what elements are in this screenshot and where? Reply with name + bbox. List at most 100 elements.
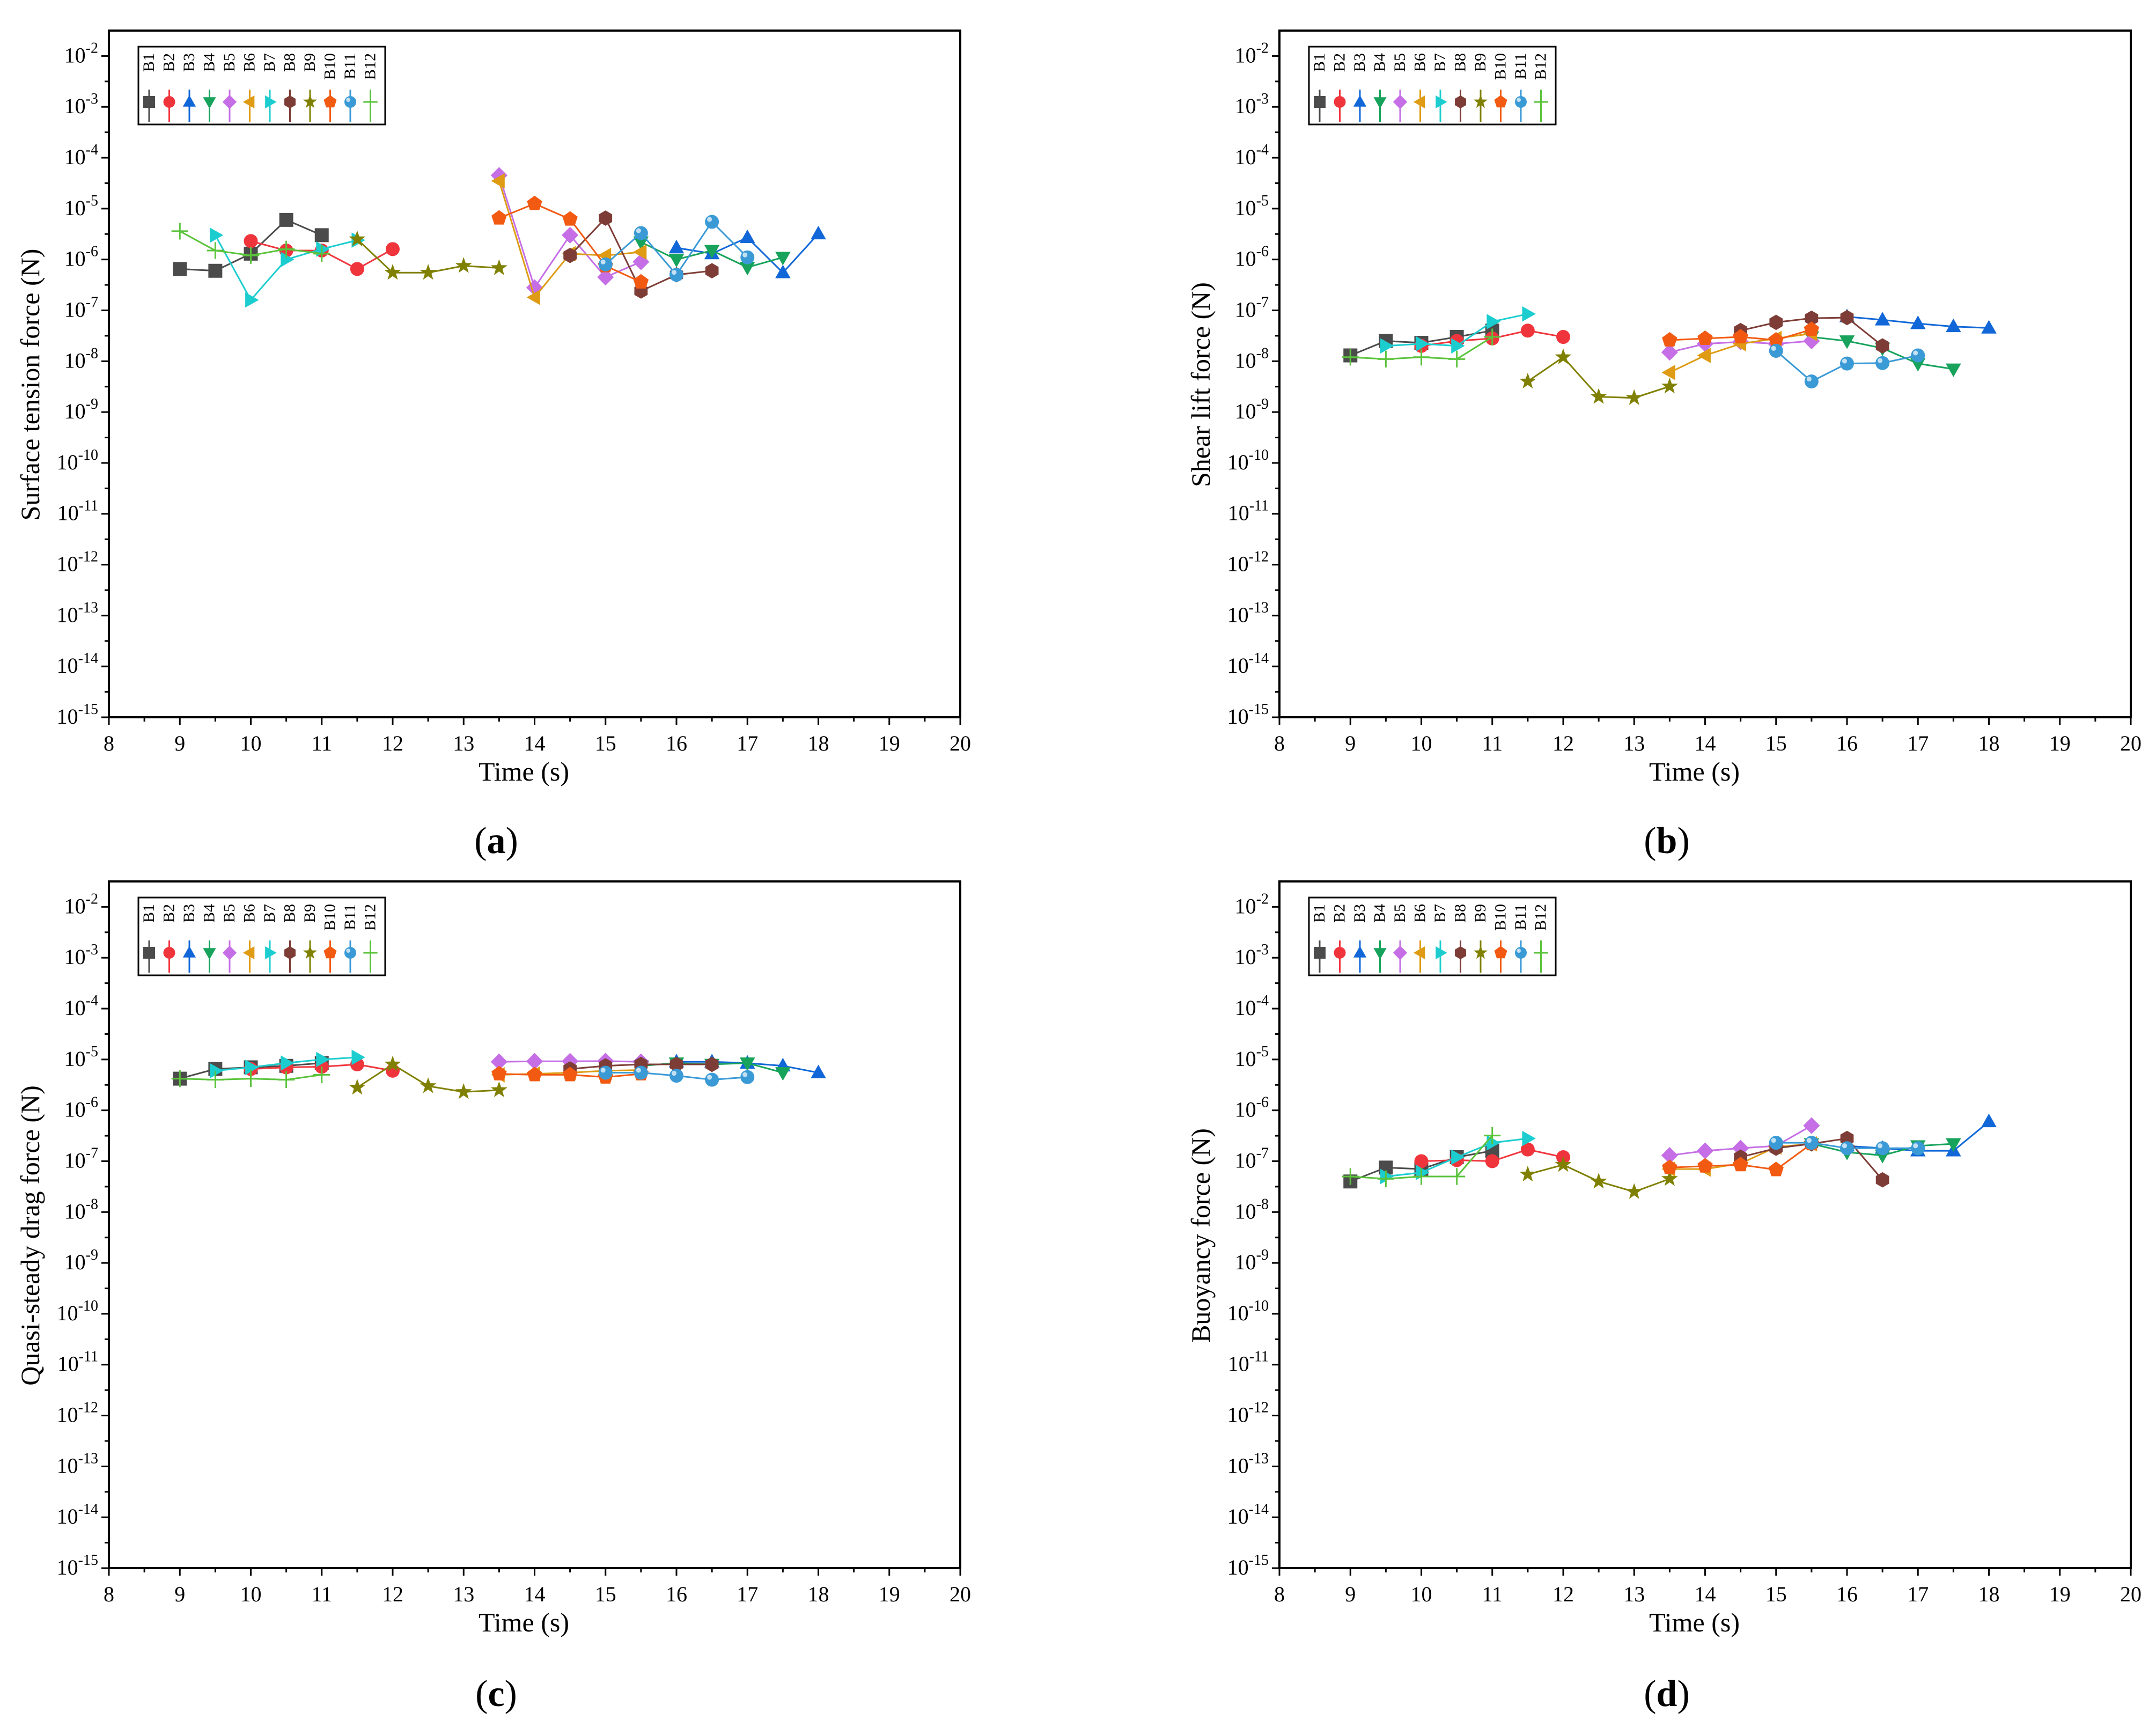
legend-marker-B3	[1353, 95, 1367, 107]
x-tick-label: 15	[1765, 1582, 1787, 1606]
legend-marker-B8	[1455, 95, 1466, 109]
legend-entry-B11: B11	[1512, 904, 1529, 973]
legend-marker-B7	[265, 946, 277, 960]
legend-entry-B10: B10	[1492, 53, 1510, 122]
legend-marker-B11	[344, 947, 356, 959]
data-point-B2	[1556, 330, 1570, 344]
data-point-B8	[705, 263, 719, 279]
legend: B1 B2 B3 B4 B5 B6 B7 B8 B9 B10 B11 B12	[137, 46, 386, 126]
legend-entry-B2: B2	[160, 904, 178, 973]
legend-label: B7	[1431, 904, 1449, 923]
data-point-B5	[490, 1053, 507, 1070]
x-axis-label: Time (s)	[479, 756, 569, 786]
y-tick-label: 10-9	[1235, 396, 1269, 423]
legend-label: B5	[1391, 53, 1409, 72]
legend-marker-B7	[1436, 946, 1447, 960]
data-point-B12	[313, 245, 330, 262]
legend-label: B8	[1452, 53, 1469, 72]
series-B9	[1519, 1156, 1678, 1199]
data-point-B7	[1522, 1130, 1536, 1146]
data-point-B9	[384, 1055, 401, 1072]
data-point-B10	[527, 1067, 542, 1082]
data-point-B7	[281, 1055, 295, 1071]
data-point-B12	[207, 242, 224, 259]
x-tick-label: 13	[1623, 731, 1645, 755]
data-point-B4	[739, 261, 755, 276]
legend-marker-B5	[222, 94, 237, 109]
legend-label: B1	[140, 53, 158, 72]
legend-entry-B5: B5	[220, 53, 238, 122]
x-tick-label: 14	[524, 1582, 546, 1606]
y-axis-label: Shear lift force (N)	[1186, 282, 1216, 487]
legend-entry-B12: B12	[362, 53, 379, 122]
legend-marker-B1	[1314, 947, 1326, 959]
data-point-B11	[1769, 1136, 1783, 1150]
plot-area	[1278, 30, 2132, 718]
y-tick-label: 10-4	[1235, 142, 1269, 169]
data-point-B12	[278, 1071, 295, 1089]
legend-entry-B9: B9	[301, 904, 319, 973]
data-point-B11	[598, 1065, 613, 1080]
chart-panel-b: 8 9 10 11 12 13 14 15 16 17 18 19 2010-1510-1410-131…	[1186, 30, 2142, 862]
legend-label: B8	[1452, 904, 1469, 923]
legend-label: B9	[301, 53, 319, 72]
legend-marker-B6	[242, 946, 255, 960]
legend-entry-B7: B7	[1431, 53, 1449, 122]
legend-marker-B3	[182, 95, 196, 107]
data-point-B1	[279, 212, 293, 227]
data-point-B2	[1520, 323, 1535, 338]
data-point-B10	[491, 1065, 507, 1080]
data-point-B7	[245, 1060, 259, 1075]
data-point-B5	[562, 226, 579, 244]
data-point-B12	[1412, 1168, 1430, 1185]
x-tick-label: 17	[737, 1582, 758, 1606]
data-point-B9	[1590, 388, 1607, 404]
data-point-B11	[1804, 1136, 1819, 1150]
x-tick-label: 10	[240, 1582, 262, 1606]
legend-marker-B4	[203, 948, 216, 960]
panel-caption: (c)	[475, 1673, 517, 1715]
legend-marker-B10	[323, 95, 337, 108]
x-tick-label: 12	[1552, 1582, 1574, 1606]
legend-label: B6	[1411, 53, 1429, 72]
x-tick-label: 16	[666, 731, 687, 755]
legend-entry-B6: B6	[241, 53, 259, 122]
legend-marker-B12	[1534, 945, 1548, 960]
legend-entry-B10: B10	[1492, 904, 1510, 973]
legend-marker-B7	[1436, 95, 1447, 109]
legend-box	[137, 896, 386, 976]
data-point-B5	[1803, 1117, 1820, 1134]
legend-marker-B4	[203, 97, 216, 109]
legend-label: B2	[1331, 53, 1349, 72]
legend-marker-B2	[163, 947, 175, 959]
x-tick-label: 11	[1482, 1582, 1503, 1606]
x-tick-label: 8	[1274, 731, 1285, 755]
data-point-B4	[704, 245, 720, 259]
x-tick-label: 20	[2120, 731, 2142, 755]
series-B9	[349, 230, 507, 280]
data-point-B9	[1519, 372, 1536, 389]
data-point-B6	[632, 244, 647, 260]
legend-marker-B1	[1314, 96, 1326, 108]
legend-marker-B12	[363, 94, 378, 109]
data-point-B12	[278, 240, 295, 258]
data-point-B11	[1840, 1141, 1854, 1156]
data-point-B7	[1416, 336, 1430, 352]
data-point-B7	[209, 227, 224, 243]
x-tick-label: 14	[1695, 1582, 1716, 1606]
y-tick-label: 10-13	[1227, 599, 1269, 627]
legend-label: B10	[1492, 904, 1510, 931]
data-point-B3	[775, 264, 791, 278]
legend-marker-B12	[1534, 94, 1548, 109]
data-point-B1	[173, 262, 187, 276]
chart-panel-c: 8 9 10 11 12 13 14 15 16 17 18 19 2010-1510-1410-131…	[15, 880, 971, 1715]
data-point-B12	[1342, 349, 1359, 366]
data-point-B2	[244, 234, 258, 248]
data-point-B7	[316, 1051, 330, 1068]
y-tick-label: 10-8	[64, 345, 98, 372]
x-tick-label: 9	[1345, 731, 1356, 755]
legend-entry-B2: B2	[160, 53, 178, 122]
legend-marker-B9	[1473, 94, 1488, 108]
x-axis-label: Time (s)	[1649, 1607, 1740, 1637]
